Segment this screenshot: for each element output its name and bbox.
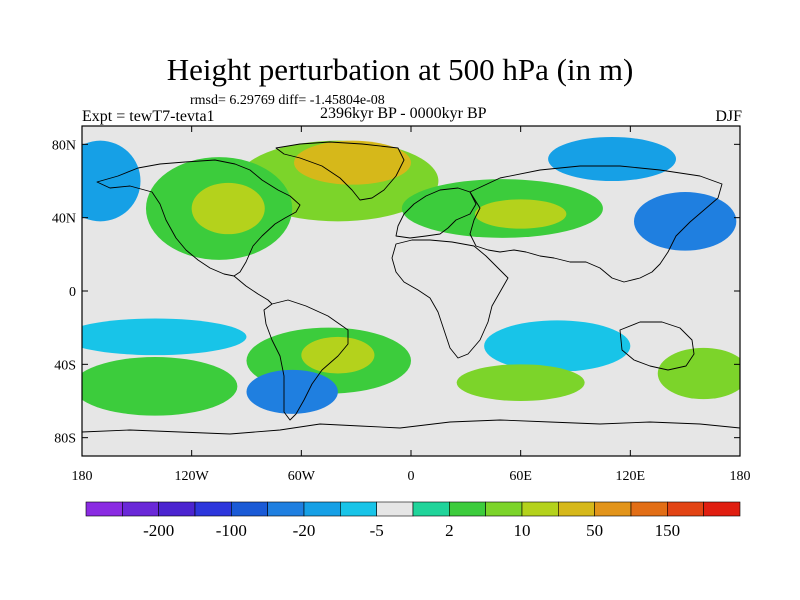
colorbar-label: -20 <box>293 521 316 540</box>
colorbar-bin <box>194 501 232 517</box>
colorbar-bin <box>303 501 341 517</box>
anomaly-southwest-pacific <box>657 347 740 400</box>
y-tick-label: 0 <box>69 285 76 300</box>
colorbar-label: -200 <box>143 521 174 540</box>
colorbar-bin <box>667 501 704 517</box>
experiment-label: Expt = tewT7-tevta1 <box>82 108 215 125</box>
colorbar-bin <box>122 501 159 517</box>
colorbar-bin <box>231 501 268 517</box>
anomaly-pacific-south <box>82 318 247 356</box>
coast-south-america <box>263 299 349 421</box>
colorbar-bin <box>703 501 741 517</box>
coast-asia <box>469 165 723 283</box>
coast-europe <box>395 187 477 239</box>
colorbar-bin <box>412 501 450 517</box>
coast-north-america <box>96 159 301 277</box>
x-tick-label: 60W <box>288 469 316 484</box>
colorbar-bin <box>85 501 123 517</box>
anomaly-south-atlantic <box>301 336 375 374</box>
y-tick-label: 80N <box>52 138 76 153</box>
y-tick-label: 40N <box>52 212 76 227</box>
anomaly-south-indian <box>456 364 585 401</box>
colorbar-bin <box>630 501 668 517</box>
anomaly-north-america <box>191 182 265 235</box>
colorbar-label: 50 <box>586 521 603 540</box>
colorbar: -200 -100 -20 -5 2 10 50 150 <box>85 501 741 540</box>
anomaly-asia <box>474 199 567 229</box>
axes: 180 120W 60W 0 60E 120E 180 80N 40N 0 40S 80S <box>52 126 751 484</box>
period-label: 2396kyr BP - 0000kyr BP <box>320 105 487 122</box>
y-tick-label: 80S <box>54 432 76 447</box>
coast-central-america <box>233 275 273 305</box>
anomaly-greenland-arctic <box>294 140 411 185</box>
colorbar-bin <box>158 501 196 517</box>
season-label: DJF <box>715 108 742 125</box>
anomaly-siberia-north <box>548 137 677 181</box>
colorbar-label: 10 <box>514 521 531 540</box>
colorbar-bin <box>449 501 486 517</box>
colorbar-label: -5 <box>370 521 384 540</box>
colorbar-bin <box>376 501 414 517</box>
colorbar-label: 150 <box>655 521 681 540</box>
coast-antarctica <box>82 419 740 435</box>
anomaly-drake-passage <box>246 369 338 414</box>
colorbar-label: 2 <box>445 521 454 540</box>
coast-greenland <box>275 141 405 201</box>
coast-africa <box>391 239 509 359</box>
anomaly-indian-ocean <box>484 320 631 372</box>
colorbar-bin <box>521 501 559 517</box>
colorbar-bin <box>267 501 305 517</box>
anomaly-field <box>82 126 740 456</box>
x-tick-label: 0 <box>408 469 415 484</box>
anomaly-north-pacific-west <box>82 140 141 222</box>
x-tick-label: 60E <box>509 469 532 484</box>
colorbar-bin <box>340 501 377 517</box>
y-tick-label: 40S <box>54 358 76 373</box>
anomaly-north-pacific-east <box>633 192 737 251</box>
x-tick-label: 120E <box>616 469 646 484</box>
chart-title: Height perturbation at 500 hPa (in m) <box>166 52 634 87</box>
coast-australia <box>619 321 695 371</box>
x-tick-label: 120W <box>175 469 210 484</box>
anomaly-south-pacific <box>82 357 238 416</box>
x-tick-label: 180 <box>72 469 93 484</box>
colorbar-bin <box>594 501 632 517</box>
stats-label: rmsd= 6.29769 diff= -1.45804e-08 <box>190 93 385 108</box>
colorbar-label: -100 <box>216 521 247 540</box>
x-tick-label: 180 <box>730 469 751 484</box>
colorbar-bin <box>485 501 523 517</box>
colorbar-bin <box>558 501 595 517</box>
coastlines <box>82 141 740 435</box>
